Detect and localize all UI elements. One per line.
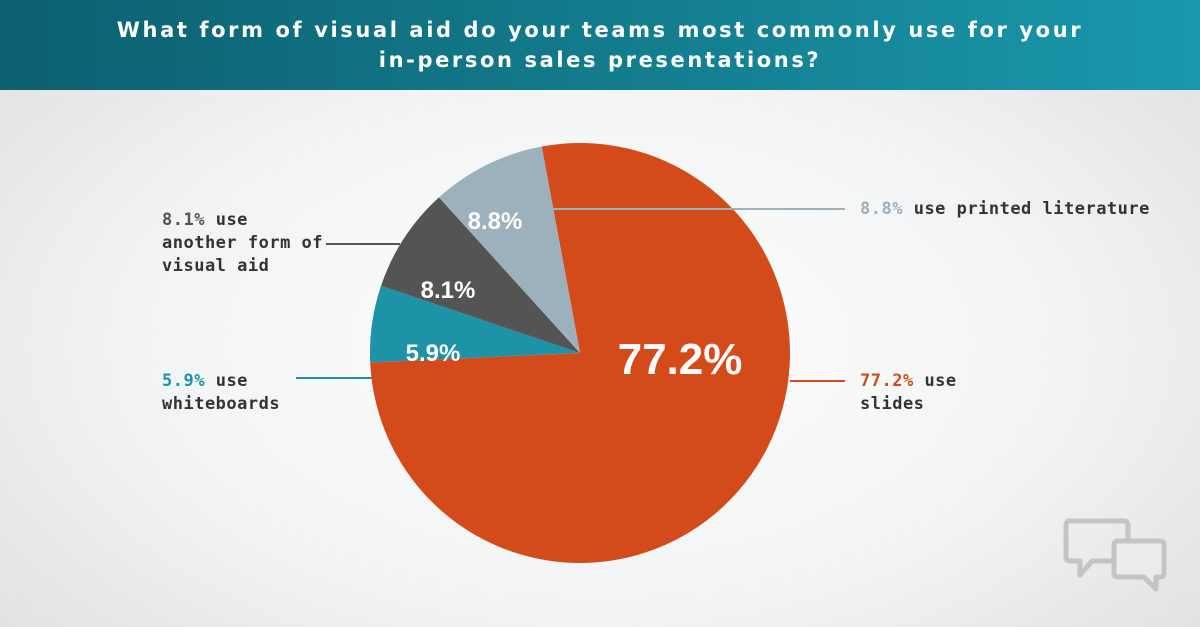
slice-label-other: 8.1%	[421, 277, 476, 304]
pie-slice-slides	[370, 143, 790, 564]
pie-slice-other	[381, 197, 580, 353]
chart-title: What form of visual aid do your teams mo…	[116, 18, 1084, 72]
slice-label-slides: 77.2%	[618, 335, 743, 384]
pie-slices	[369, 143, 790, 564]
callout-other-pct: 8.1%	[162, 210, 205, 230]
slice-label-printed: 8.8%	[468, 208, 523, 235]
speech-bubbles-icon	[1063, 518, 1167, 592]
callout-slides-pct: 77.2%	[860, 371, 914, 391]
slice-label-whiteboards: 5.9%	[406, 340, 461, 367]
callout-whiteboards-pct: 5.9%	[162, 371, 205, 391]
callout-other-text: use another form of visual aid	[162, 210, 324, 276]
callout-printed-text: use printed literature	[913, 199, 1150, 219]
callout-slides-text: use slides	[860, 371, 957, 414]
slice-labels: 77.2% 5.9% 8.1% 8.8%	[406, 208, 743, 384]
callout-printed-pct: 8.8%	[860, 199, 903, 219]
callout-printed: 8.8% use printed literature	[860, 198, 1150, 221]
pie-slice-whiteboards	[369, 285, 580, 363]
leader-lines	[296, 208, 845, 382]
pie-slice-printed	[438, 146, 580, 353]
callout-whiteboards-text: use whiteboards	[162, 371, 281, 414]
callout-whiteboards: 5.9% use whiteboards	[162, 370, 322, 416]
callout-other: 8.1% use another form of visual aid	[162, 209, 327, 278]
header-banner: What form of visual aid do your teams mo…	[0, 0, 1200, 90]
callout-slides: 77.2% use slides	[860, 370, 1000, 416]
